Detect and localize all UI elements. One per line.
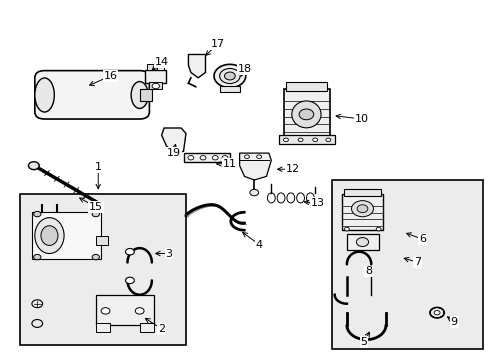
Ellipse shape [34,211,41,217]
Polygon shape [188,54,205,78]
Bar [144,69,166,83]
FancyBboxPatch shape [35,71,149,119]
Text: 10: 10 [354,114,368,124]
Ellipse shape [325,138,330,141]
Ellipse shape [298,138,303,141]
Bar [331,180,483,348]
Bar [96,323,110,332]
Bar [96,295,154,325]
Ellipse shape [200,156,205,160]
Bar [32,212,101,259]
Text: 19: 19 [166,148,181,158]
Ellipse shape [152,84,159,89]
Text: 18: 18 [237,64,251,74]
Text: 15: 15 [89,202,102,212]
Ellipse shape [135,308,144,314]
Ellipse shape [92,211,99,217]
Text: 4: 4 [255,239,262,249]
Bar [278,135,334,144]
Ellipse shape [299,109,313,120]
Ellipse shape [212,156,218,160]
Bar [140,89,152,101]
Ellipse shape [375,227,380,231]
Bar [283,89,329,137]
Ellipse shape [35,78,54,112]
Ellipse shape [28,162,39,170]
Text: 3: 3 [165,248,172,258]
Bar [183,153,229,162]
Text: 16: 16 [103,71,117,81]
Text: 17: 17 [210,39,224,49]
Ellipse shape [244,155,249,158]
Bar [147,64,154,69]
Text: 13: 13 [310,198,324,208]
Ellipse shape [101,308,110,314]
Ellipse shape [249,189,258,196]
Ellipse shape [429,307,444,318]
Bar [149,82,161,89]
Bar [140,323,154,332]
Ellipse shape [41,226,58,246]
Ellipse shape [433,311,439,315]
Ellipse shape [344,227,348,231]
Text: 1: 1 [95,162,102,172]
Text: 12: 12 [285,164,300,174]
Text: 8: 8 [365,266,372,276]
Polygon shape [239,153,271,180]
Ellipse shape [187,156,193,160]
Ellipse shape [125,248,134,255]
Ellipse shape [92,255,99,260]
Ellipse shape [32,319,42,327]
Ellipse shape [256,155,261,158]
Bar [341,194,383,230]
Ellipse shape [34,255,41,260]
Ellipse shape [351,201,373,217]
Ellipse shape [125,277,134,284]
Ellipse shape [131,82,148,108]
Ellipse shape [283,138,288,141]
Bar [220,86,239,92]
Polygon shape [161,128,185,153]
Bar [20,194,185,345]
Bar [96,235,108,244]
Bar [285,82,327,91]
Text: 2: 2 [158,324,165,334]
Ellipse shape [224,72,235,80]
Ellipse shape [214,64,245,87]
Text: 5: 5 [360,337,366,347]
Text: 6: 6 [418,234,425,244]
Ellipse shape [35,218,64,253]
Bar [346,234,378,250]
Text: 7: 7 [413,257,420,267]
Ellipse shape [219,68,240,84]
Text: 11: 11 [223,159,236,169]
Ellipse shape [312,138,317,141]
Ellipse shape [222,156,227,160]
Ellipse shape [356,238,368,247]
Ellipse shape [356,205,367,213]
Text: 9: 9 [449,317,457,327]
Ellipse shape [291,101,321,128]
Bar [344,189,380,196]
Ellipse shape [32,300,42,308]
Bar [157,64,163,69]
Text: 14: 14 [154,57,168,67]
